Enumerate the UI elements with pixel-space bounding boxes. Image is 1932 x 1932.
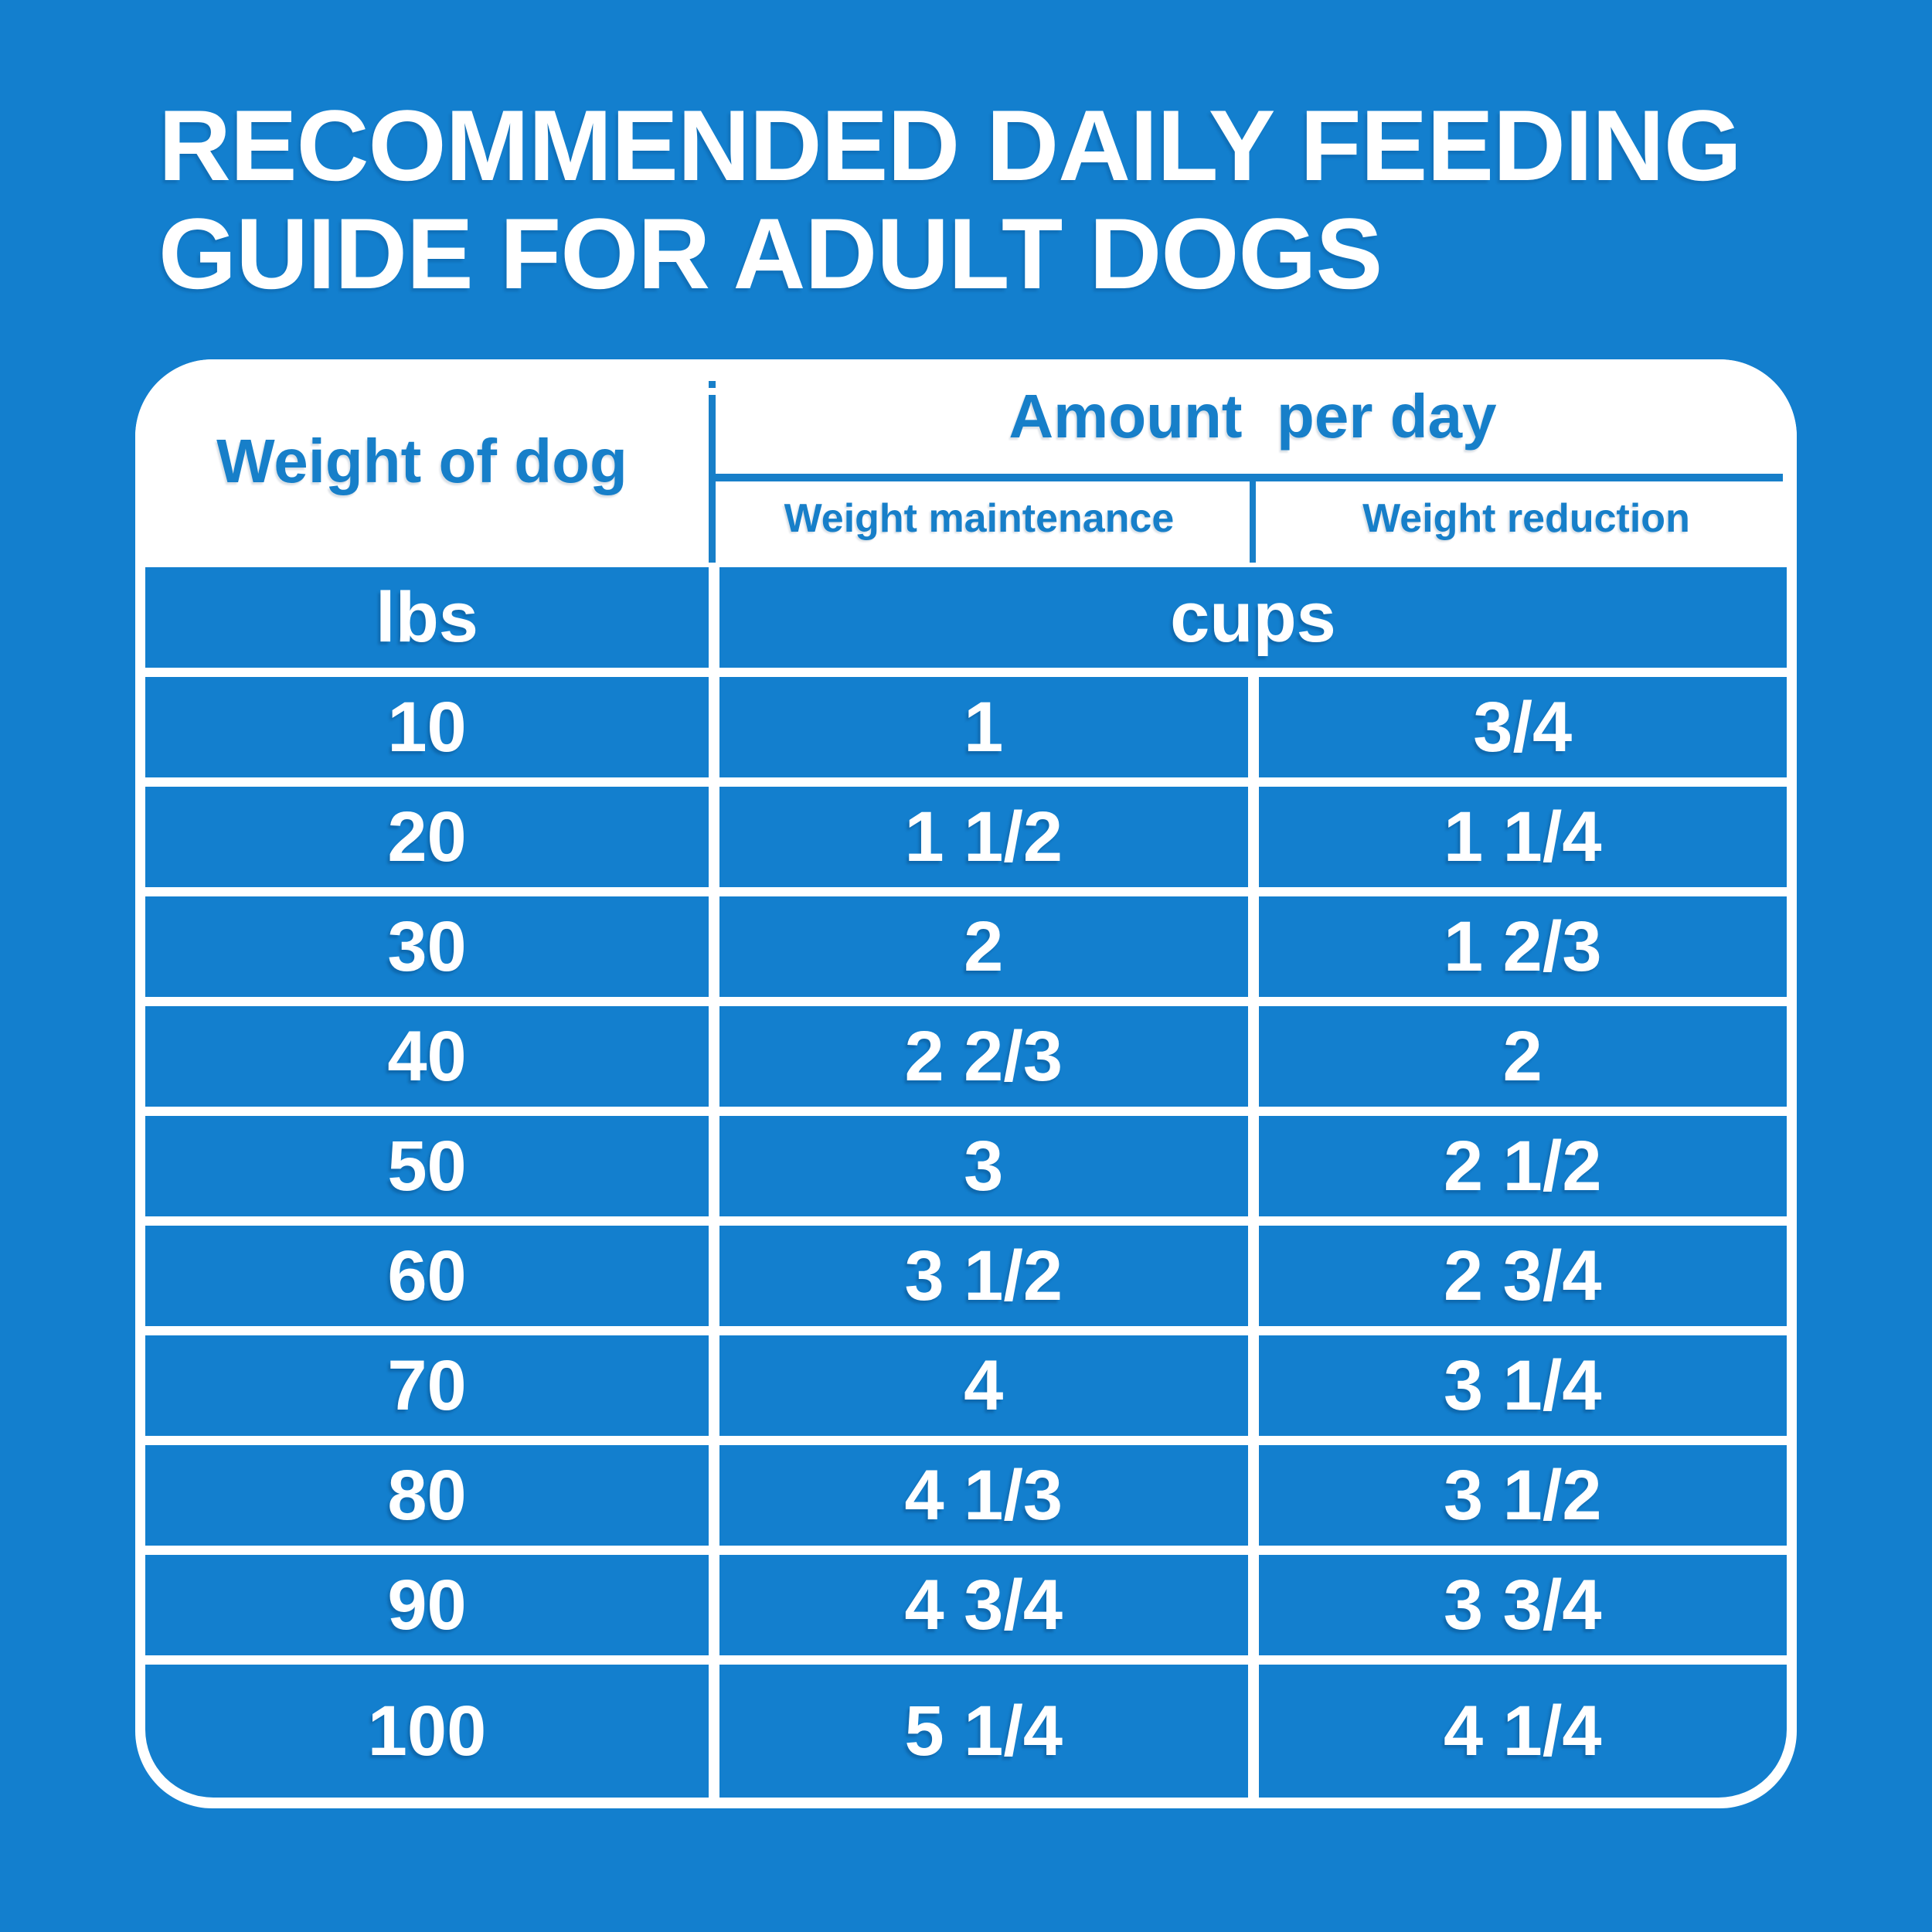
title-line-1: RECOMMENDED DAILY FEEDING <box>158 89 1742 202</box>
maintenance-cell: 4 1/3 <box>719 1445 1248 1546</box>
amount-per-day-header: Amount per day <box>1009 382 1497 451</box>
sub-header-row: Weight maintenance Weight reduction <box>709 474 1797 563</box>
weight-of-dog-header: Weight of dog <box>216 426 628 495</box>
maintenance-cell: 1 <box>719 677 1248 777</box>
weight-cell: 20 <box>145 787 709 887</box>
maintenance-cell: 1 1/2 <box>719 787 1248 887</box>
maintenance-cell: 2 2/3 <box>719 1006 1248 1107</box>
weight-of-dog-header-cell: Weight of dog <box>135 359 709 563</box>
maintenance-cell: 3 1/2 <box>719 1226 1248 1326</box>
maintenance-cell: 4 <box>719 1335 1248 1436</box>
units-row: lbs cups <box>145 567 1787 668</box>
reduction-cell: 3 3/4 <box>1258 1555 1787 1655</box>
table-rows: lbs cups 10 1 3/4 20 1 1/2 1 1/4 30 2 1 … <box>135 567 1797 1808</box>
weight-unit-cell: lbs <box>145 567 709 668</box>
weight-cell: 50 <box>145 1116 709 1216</box>
weight-cell: 30 <box>145 896 709 997</box>
reduction-cell: 2 1/2 <box>1258 1116 1787 1216</box>
table-row: 50 3 2 1/2 <box>145 1116 1787 1216</box>
table-row: 40 2 2/3 2 <box>145 1006 1787 1107</box>
weight-cell: 80 <box>145 1445 709 1546</box>
reduction-cell: 4 1/4 <box>1258 1665 1787 1798</box>
amount-unit-cell: cups <box>719 567 1787 668</box>
weight-cell: 100 <box>145 1665 709 1798</box>
reduction-cell: 3 1/2 <box>1258 1445 1787 1546</box>
weight-cell: 10 <box>145 677 709 777</box>
table-row: 70 4 3 1/4 <box>145 1335 1787 1436</box>
page-title: RECOMMENDED DAILY FEEDING GUIDE FOR ADUL… <box>158 89 1742 310</box>
weight-cell: 40 <box>145 1006 709 1107</box>
maintenance-cell: 4 3/4 <box>719 1555 1248 1655</box>
reduction-cell: 2 3/4 <box>1258 1226 1787 1326</box>
maintenance-cell: 2 <box>719 896 1248 997</box>
table-header: Weight of dog Amount per day Weight main… <box>135 359 1797 563</box>
maintenance-cell: 3 <box>719 1116 1248 1216</box>
table-row: 100 5 1/4 4 1/4 <box>145 1665 1787 1798</box>
weight-cell: 60 <box>145 1226 709 1326</box>
weight-maintenance-header: Weight maintenance <box>784 495 1175 541</box>
reduction-cell: 3/4 <box>1258 677 1787 777</box>
feeding-table: Weight of dog Amount per day Weight main… <box>135 359 1797 1808</box>
table-row: 20 1 1/2 1 1/4 <box>145 787 1787 887</box>
reduction-cell: 3 1/4 <box>1258 1335 1787 1436</box>
reduction-cell: 2 <box>1258 1006 1787 1107</box>
maintenance-cell: 5 1/4 <box>719 1665 1248 1798</box>
table-row: 10 1 3/4 <box>145 677 1787 777</box>
table-row: 80 4 1/3 3 1/2 <box>145 1445 1787 1546</box>
amount-underline <box>709 474 1783 481</box>
title-line-2: GUIDE FOR ADULT DOGS <box>158 197 1383 310</box>
amount-header-group: Amount per day Weight maintenance Weight… <box>709 359 1797 563</box>
table-row: 90 4 3/4 3 3/4 <box>145 1555 1787 1655</box>
table-row: 30 2 1 2/3 <box>145 896 1787 997</box>
reduction-cell: 1 2/3 <box>1258 896 1787 997</box>
table-row: 60 3 1/2 2 3/4 <box>145 1226 1787 1326</box>
header-divider-dash <box>709 381 716 388</box>
reduction-cell: 1 1/4 <box>1258 787 1787 887</box>
weight-cell: 90 <box>145 1555 709 1655</box>
weight-cell: 70 <box>145 1335 709 1436</box>
weight-reduction-header: Weight reduction <box>1250 474 1797 563</box>
